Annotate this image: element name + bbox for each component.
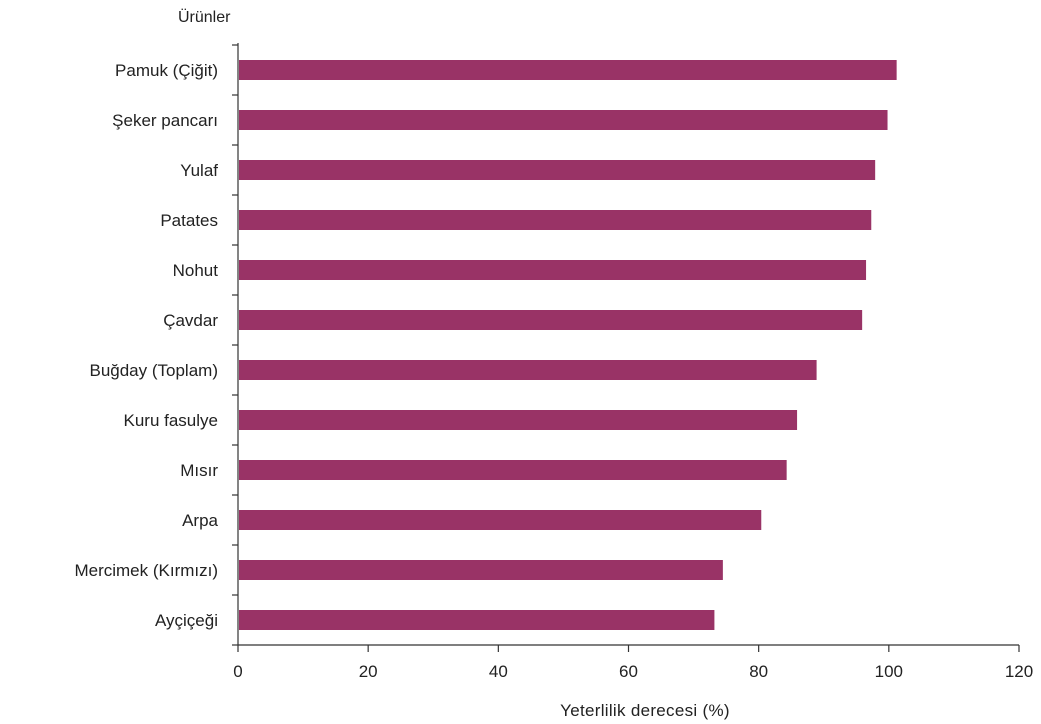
bar [239, 310, 863, 330]
x-tick-label: 20 [359, 662, 378, 681]
category-labels-group: Pamuk (Çiğit) Şeker pancarı Yulaf Patates No… [74, 61, 218, 630]
category-label: Yulaf [180, 161, 218, 180]
x-tick-label: 60 [619, 662, 638, 681]
category-label: Ayçiçeği [155, 611, 218, 630]
bar [239, 360, 817, 380]
category-label: Pamuk (Çiğit) [115, 61, 218, 80]
bar [239, 260, 867, 280]
bar [239, 110, 888, 130]
axes-group [232, 43, 1020, 652]
x-tick-labels-group: 0 20 40 60 80 100 120 [233, 662, 1033, 681]
x-tick-label: 40 [489, 662, 508, 681]
bar [239, 610, 715, 630]
category-label: Çavdar [163, 311, 218, 330]
category-label: Nohut [173, 261, 219, 280]
y-axis-title: Ürünler [178, 8, 231, 26]
category-label: Kuru fasulye [124, 411, 219, 430]
bar [239, 460, 787, 480]
category-label: Arpa [182, 511, 218, 530]
bars-group [239, 60, 897, 630]
x-tick-label: 100 [875, 662, 903, 681]
category-label: Şeker pancarı [112, 111, 218, 130]
category-label: Mercimek (Kırmızı) [74, 561, 218, 580]
bar [239, 410, 798, 430]
category-label: Mısır [180, 461, 218, 480]
bar [239, 210, 872, 230]
x-tick-label: 120 [1005, 662, 1033, 681]
x-axis-title: Yeterlilik derecesi (%) [560, 701, 730, 720]
bar [239, 560, 723, 580]
x-tick-label: 80 [749, 662, 768, 681]
bar [239, 160, 876, 180]
category-label: Patates [160, 211, 218, 230]
bar [239, 510, 762, 530]
category-label: Buğday (Toplam) [89, 361, 218, 380]
x-tick-label: 0 [233, 662, 242, 681]
bar [239, 60, 897, 80]
